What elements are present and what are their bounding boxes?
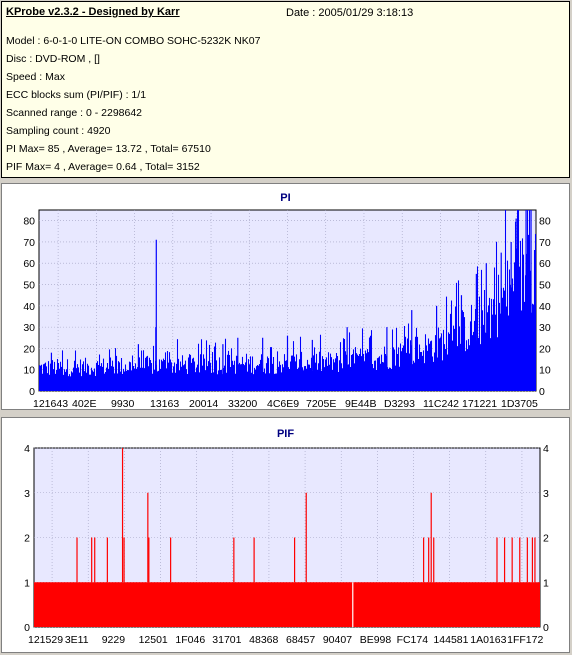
x-tick-label: 33200 — [228, 398, 257, 409]
range-line: Scanned range : 0 - 2298642 — [6, 107, 143, 119]
x-tick-label: 7205E — [306, 398, 336, 409]
x-tick-label: 3E11 — [65, 634, 89, 646]
y-tick-label-left: 70 — [23, 237, 35, 249]
x-tick-label: D3293 — [384, 398, 415, 409]
sampling-line: Sampling count : 4920 — [6, 125, 111, 137]
bar-series — [38, 210, 537, 391]
speed-line: Speed : Max — [6, 71, 65, 83]
x-tick-label: FC174 — [397, 634, 429, 646]
x-tick-label: 121643 — [33, 398, 68, 409]
y-tick-label-right: 3 — [543, 488, 549, 500]
scan-date: Date : 2005/01/29 3:18:13 — [286, 7, 414, 19]
pif-chart-title: PIF — [276, 428, 295, 440]
y-tick-label-right: 10 — [539, 365, 551, 377]
y-tick-label-right: 4 — [543, 443, 549, 455]
disc-line: Disc : DVD-ROM , [] — [6, 53, 100, 65]
x-tick-label: 13163 — [150, 398, 179, 409]
app-title: KProbe v2.3.2 - Designed by Karr — [6, 6, 180, 18]
y-tick-label-left: 80 — [23, 216, 35, 228]
x-tick-label: 9E44B — [345, 398, 377, 409]
y-tick-label-left: 10 — [23, 365, 35, 377]
y-tick-label-left: 3 — [24, 488, 30, 500]
x-tick-label: 90407 — [323, 634, 352, 646]
model-line: Model : 6-0-1-0 LITE-ON COMBO SOHC-5232K… — [6, 35, 261, 47]
x-tick-label: 1D3705 — [501, 398, 538, 409]
y-tick-label-left: 60 — [23, 258, 35, 270]
y-tick-label-right: 2 — [543, 533, 549, 545]
x-tick-label: 12501 — [139, 634, 168, 646]
y-tick-label-right: 80 — [539, 216, 551, 228]
x-tick-label: 20014 — [189, 398, 218, 409]
pif-base-band — [34, 582, 540, 627]
x-tick-label: 48368 — [249, 634, 278, 646]
x-tick-label: 402E — [72, 398, 97, 409]
x-tick-label: 68457 — [286, 634, 315, 646]
y-tick-label-left: 2 — [24, 533, 30, 545]
pif-chart-panel: PIF 0 0 1 1 2 2 3 3 4 4 121529 3E11 9229 12501 1F046 31… — [1, 417, 570, 653]
pi-chart-panel: PI 0 0 10 10 20 20 30 30 40 40 50 50 60 60 70 70 80 80 121… — [1, 183, 570, 410]
bar-series — [34, 448, 540, 627]
y-tick-label-right: 50 — [539, 280, 551, 292]
y-tick-label-left: 20 — [23, 343, 35, 355]
pi-bars — [38, 210, 537, 391]
y-tick-label-right: 70 — [539, 237, 551, 249]
y-tick-label-right: 60 — [539, 258, 551, 270]
x-tick-label: BE998 — [360, 634, 392, 646]
x-tick-label: 4C6E9 — [267, 398, 299, 409]
pi-stats-line: PI Max= 85 , Average= 13.72 , Total= 675… — [6, 143, 211, 155]
y-tick-label-right: 0 — [539, 386, 545, 398]
y-tick-label-right: 1 — [543, 577, 549, 589]
x-tick-label: 1FF172 — [507, 634, 543, 646]
x-tick-label: 144581 — [433, 634, 468, 646]
pi-chart: 0 0 10 10 20 20 30 30 40 40 50 50 60 60 70 70 80 80 121643… — [23, 209, 551, 410]
y-tick-label-left: 30 — [23, 322, 35, 334]
x-tick-label: 121529 — [28, 634, 63, 646]
x-tick-label: 31701 — [212, 634, 241, 646]
x-tick-label: 9229 — [102, 634, 126, 646]
y-tick-label-right: 40 — [539, 301, 551, 313]
y-tick-label-left: 0 — [29, 386, 35, 398]
y-tick-label-left: 40 — [23, 301, 35, 313]
pi-chart-title: PI — [280, 192, 291, 204]
x-tick-label: 171221 — [462, 398, 497, 409]
x-tick-label: 1A0163 — [470, 634, 506, 646]
y-tick-label-left: 0 — [24, 622, 30, 634]
y-tick-label-left: 1 — [24, 577, 30, 589]
info-panel: KProbe v2.3.2 - Designed by Karr Date : … — [1, 1, 570, 178]
y-tick-label-right: 30 — [539, 322, 551, 334]
x-tick-label: 11C242 — [423, 398, 459, 409]
y-tick-label-left: 4 — [24, 443, 30, 455]
ecc-line: ECC blocks sum (PI/PIF) : 1/1 — [6, 89, 147, 101]
pif-stats-line: PIF Max= 4 , Average= 0.64 , Total= 3152 — [6, 161, 200, 173]
x-tick-label: 1F046 — [175, 634, 205, 646]
y-tick-label-right: 0 — [543, 622, 549, 634]
y-tick-label-right: 20 — [539, 343, 551, 355]
x-tick-label: 9930 — [111, 398, 135, 409]
pif-chart: 0 0 1 1 2 2 3 3 4 4 121529 3E11 9229 12501 1F046 31701 4… — [24, 443, 549, 646]
y-tick-label-left: 50 — [23, 280, 35, 292]
